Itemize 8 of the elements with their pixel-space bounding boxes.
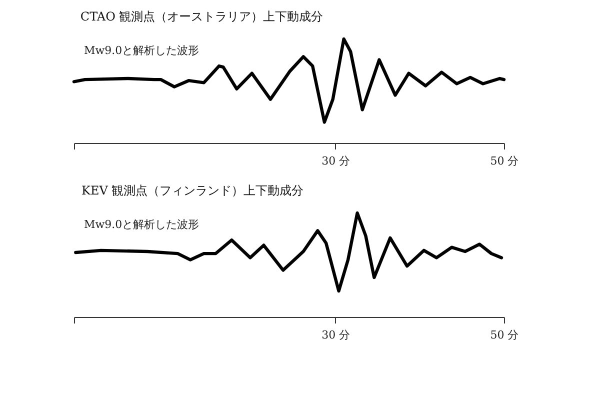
chart-title: KEV 観測点（フィンランド）上下動成分 bbox=[82, 183, 304, 198]
x-tick-label: 30 分 bbox=[322, 154, 350, 168]
series-label: Mw9.0と解析した波形 bbox=[84, 218, 200, 231]
x-tick-label: 30 分 bbox=[322, 328, 350, 342]
chart-title: CTAO 観測点（オーストラリア）上下動成分 bbox=[80, 9, 324, 24]
x-tick-label: 50 分 bbox=[490, 328, 519, 342]
x-tick-label: 50 分 bbox=[490, 154, 519, 168]
series-label: Mw9.0と解析した波形 bbox=[84, 44, 200, 57]
